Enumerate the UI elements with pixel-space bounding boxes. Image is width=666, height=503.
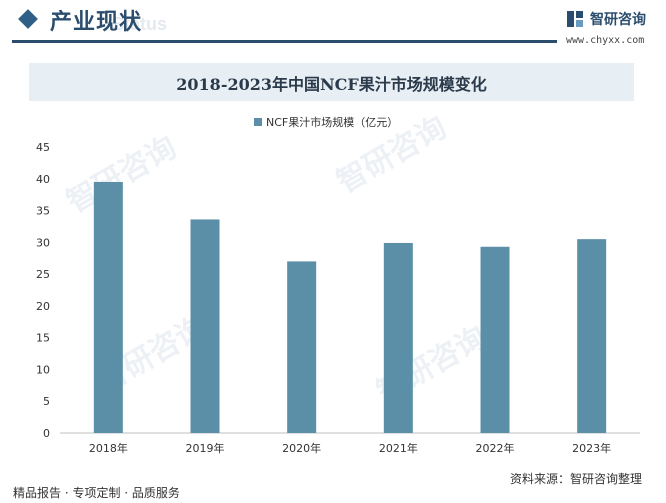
bar — [577, 239, 607, 433]
y-tick-label: 15 — [36, 332, 50, 345]
y-tick-label: 45 — [36, 141, 50, 154]
x-tick-label: 2019年 — [186, 441, 225, 455]
brand[interactable]: 智研咨询 www.chyxx.com — [566, 8, 662, 48]
bar — [383, 242, 413, 433]
chart-title-band: 2018-2023年中国NCF果汁市场规模变化 — [29, 63, 634, 101]
y-tick-label: 5 — [43, 395, 50, 408]
header-divider — [12, 40, 557, 43]
x-tick-label: 2023年 — [572, 441, 611, 455]
footer-slogan: 精品报告 · 专项定制 · 品质服务 — [13, 486, 180, 500]
section-title: 产业现状 — [50, 10, 143, 35]
legend-label: NCF果汁市场规模（亿元） — [266, 116, 399, 129]
bar — [287, 261, 317, 433]
y-tick-label: 10 — [36, 363, 50, 376]
x-tick-label: 2018年 — [89, 441, 128, 455]
y-tick-label: 0 — [43, 427, 50, 440]
y-tick-label: 30 — [36, 236, 50, 249]
x-tick-label: 2020年 — [282, 441, 321, 455]
section-watermark: Status — [112, 14, 168, 34]
y-tick-label: 25 — [36, 268, 50, 281]
x-tick-label: 2022年 — [476, 441, 515, 455]
bar — [480, 246, 510, 433]
chart-title: 2018-2023年中国NCF果汁市场规模变化 — [176, 75, 487, 94]
x-tick-label: 2021年 — [379, 441, 418, 455]
legend-swatch — [254, 118, 262, 126]
y-tick-label: 40 — [36, 173, 50, 186]
page-header: Status 产业现状 智研咨询 www.chyxx.com — [0, 0, 666, 52]
y-tick-label: 35 — [36, 205, 50, 218]
brand-logo-icon — [567, 11, 583, 27]
brand-name: 智研咨询 — [590, 12, 646, 28]
y-tick-label: 20 — [36, 300, 50, 313]
bar — [93, 181, 123, 433]
footer-source: 资料来源：智研咨询整理 — [510, 472, 643, 486]
brand-url: www.chyxx.com — [566, 35, 645, 46]
bar — [190, 219, 220, 433]
